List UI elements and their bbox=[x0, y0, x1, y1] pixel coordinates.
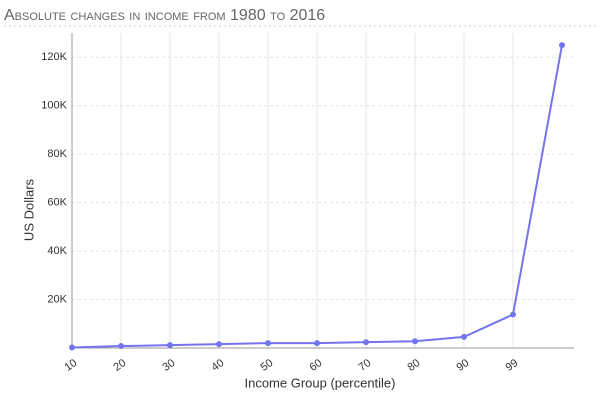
point bbox=[314, 340, 320, 347]
x-tick-label: 60 bbox=[307, 357, 324, 374]
point bbox=[559, 42, 565, 49]
y-axis-title: US Dollars bbox=[21, 178, 36, 241]
x-tick-label: 20 bbox=[111, 357, 128, 374]
x-tick-label: 40 bbox=[209, 357, 226, 374]
x-tick-label: 80 bbox=[405, 357, 422, 374]
x-tick-label: 70 bbox=[356, 357, 373, 374]
point bbox=[363, 339, 369, 346]
point bbox=[118, 343, 124, 350]
x-tick-label: 99 bbox=[503, 357, 520, 374]
point bbox=[412, 338, 418, 345]
x-tick-label: 50 bbox=[258, 357, 275, 374]
point bbox=[265, 340, 271, 347]
point bbox=[69, 344, 75, 351]
x-axis-title: Income Group (percentile) bbox=[244, 375, 395, 390]
y-tick-label: 80K bbox=[47, 148, 67, 160]
x-tick-label: 90 bbox=[454, 357, 471, 374]
y-tick-label: 20K bbox=[47, 293, 67, 305]
point bbox=[167, 342, 173, 349]
point bbox=[216, 341, 222, 348]
point bbox=[461, 333, 467, 340]
y-tick-label: 120K bbox=[41, 51, 67, 63]
chart-title: Absolute changes in income from 1980 to … bbox=[4, 7, 325, 24]
x-tick-label: 30 bbox=[160, 357, 177, 374]
x-tick-label: 10 bbox=[62, 357, 79, 374]
y-tick-label: 60K bbox=[47, 197, 67, 209]
y-tick-label: 100K bbox=[41, 100, 67, 112]
y-tick-label: 40K bbox=[47, 245, 67, 257]
point bbox=[510, 311, 516, 318]
